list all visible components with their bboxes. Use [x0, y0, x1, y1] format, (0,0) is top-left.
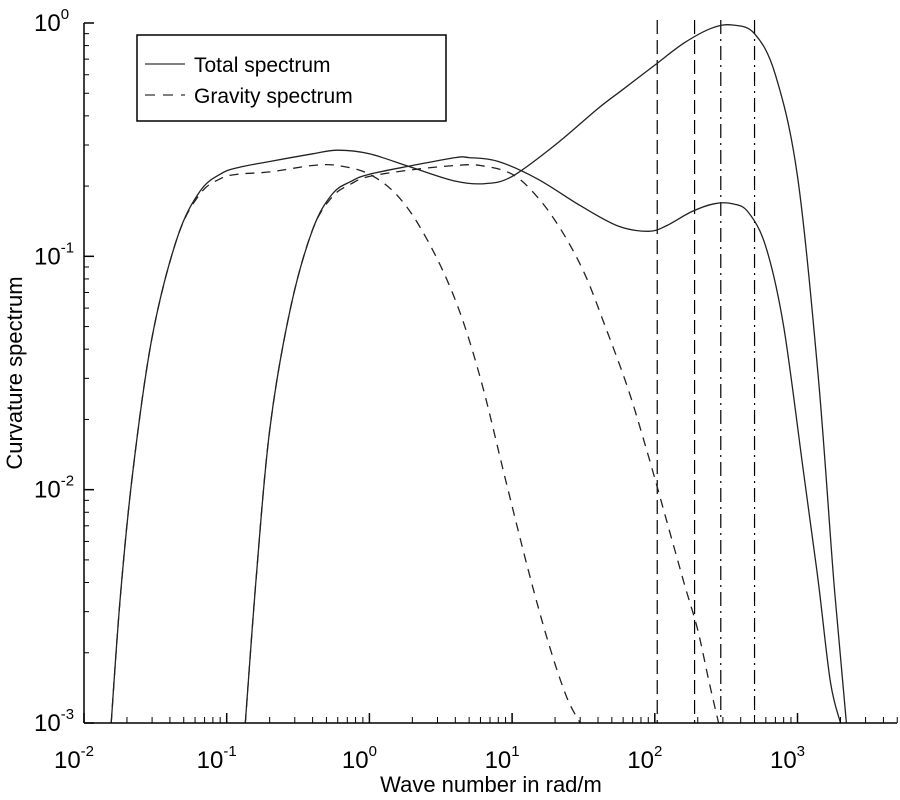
x-tick-label: 100 — [342, 743, 377, 774]
y-axis-ticks: 100 10-1 10-2 10-3 — [34, 6, 94, 737]
data-curves — [110, 24, 848, 724]
x-tick-label: 10-2 — [54, 743, 94, 774]
legend-label-total: Total spectrum — [194, 54, 331, 77]
gravity-spectrum-curve — [244, 164, 720, 724]
legend-label-gravity: Gravity spectrum — [194, 85, 353, 108]
x-axis-ticks: 10-2 10-1 100 101 102 103 — [54, 713, 898, 774]
axes — [83, 23, 897, 724]
y-axis-title: Curvature spectrum — [2, 276, 27, 469]
x-tick-label: 10-1 — [197, 743, 237, 774]
y-tick-label: 100 — [34, 6, 69, 37]
y-tick-label: 10-3 — [34, 706, 74, 737]
x-tick-label: 102 — [627, 743, 662, 774]
y-tick-label: 10-1 — [34, 239, 74, 270]
x-tick-label: 101 — [485, 743, 520, 774]
gravity-spectrum-curve — [110, 163, 581, 724]
legend-box — [136, 34, 447, 122]
x-tick-label: 103 — [770, 743, 805, 774]
y-tick-label: 10-2 — [34, 473, 74, 504]
x-axis-title: Wave number in rad/m — [380, 772, 602, 797]
total-spectrum-curve — [244, 156, 842, 724]
reference-vertical-lines — [656, 20, 756, 723]
legend: Total spectrum Gravity spectrum — [136, 34, 447, 122]
